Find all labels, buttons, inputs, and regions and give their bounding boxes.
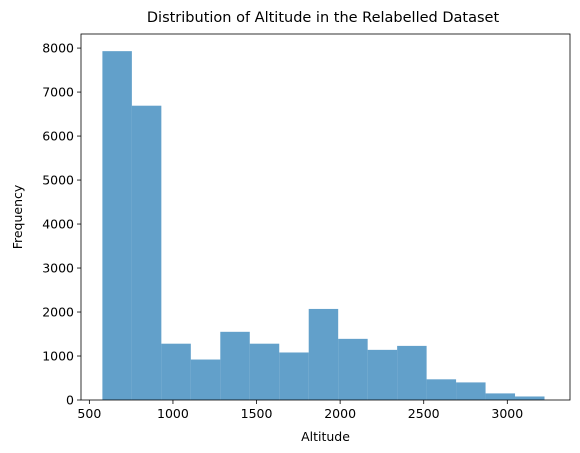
y-tick-label: 6000 [42,129,74,144]
x-tick-label: 2500 [408,406,440,421]
histogram-bar-6 [249,343,280,400]
y-tick-label: 0 [66,393,74,408]
histogram-bar-5 [220,331,250,400]
y-tick-label: 5000 [42,173,74,188]
y-tick-label: 8000 [42,41,74,56]
histogram-bar-13 [456,382,486,400]
histogram-bar-11 [397,345,427,400]
histogram-bar-9 [338,338,368,400]
histogram-bar-2 [131,105,162,400]
y-axis-ticks: 0 1000 2000 3000 4000 5000 6000 7000 8000 [42,41,81,408]
y-tick-label: 1000 [42,349,74,364]
histogram-bar-14 [485,393,516,400]
histogram-bar-3 [161,343,191,400]
histogram-bar-10 [367,349,398,400]
y-axis-label: Frequency [10,184,25,249]
histogram-bar-4 [190,359,221,400]
y-tick-label: 7000 [42,85,74,100]
x-axis-label: Altitude [301,429,350,444]
x-tick-label: 1000 [157,406,189,421]
x-tick-label: 3000 [491,406,523,421]
x-axis-ticks: 500 1000 1500 2000 2500 3000 [77,400,523,421]
chart-title: Distribution of Altitude in the Relabell… [147,10,500,26]
histogram-bar-15 [515,396,545,400]
x-tick-label: 2000 [324,406,356,421]
histogram-bar-1 [102,51,132,400]
histogram-bar-12 [426,379,457,400]
histogram-bar-7 [279,352,309,400]
y-tick-label: 3000 [42,261,74,276]
histogram-bar-8 [308,308,339,400]
x-tick-label: 500 [77,406,101,421]
plot-frame [80,33,571,401]
y-tick-label: 2000 [42,305,74,320]
x-tick-label: 1500 [241,406,273,421]
bars-group [102,51,545,400]
y-tick-label: 4000 [42,217,74,232]
